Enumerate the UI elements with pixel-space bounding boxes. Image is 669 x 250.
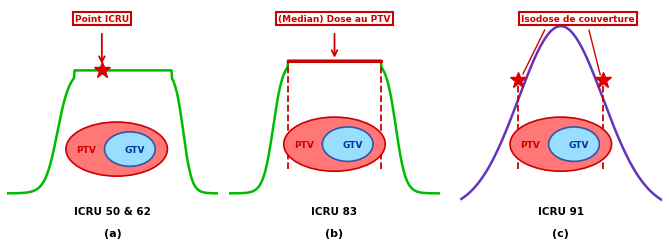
Text: PTV: PTV bbox=[76, 145, 96, 154]
Text: PTV: PTV bbox=[520, 140, 541, 149]
Ellipse shape bbox=[549, 128, 599, 162]
Ellipse shape bbox=[104, 132, 155, 167]
Text: Point ICRU: Point ICRU bbox=[75, 15, 129, 24]
Text: GTV: GTV bbox=[343, 140, 363, 149]
Ellipse shape bbox=[66, 122, 167, 176]
Text: (Median) Dose au PTV: (Median) Dose au PTV bbox=[278, 15, 391, 24]
Text: GTV: GTV bbox=[124, 145, 145, 154]
Text: Isodose de couverture: Isodose de couverture bbox=[521, 15, 634, 24]
Ellipse shape bbox=[510, 118, 611, 172]
Text: GTV: GTV bbox=[569, 140, 589, 149]
Ellipse shape bbox=[322, 128, 373, 162]
Ellipse shape bbox=[284, 118, 385, 172]
Text: (b): (b) bbox=[325, 228, 344, 238]
Text: ICRU 83: ICRU 83 bbox=[312, 206, 357, 216]
Text: ICRU 91: ICRU 91 bbox=[538, 206, 584, 216]
Text: ICRU 50 & 62: ICRU 50 & 62 bbox=[74, 206, 151, 216]
Text: (a): (a) bbox=[104, 228, 121, 238]
Text: PTV: PTV bbox=[294, 140, 314, 149]
Text: (c): (c) bbox=[553, 228, 569, 238]
